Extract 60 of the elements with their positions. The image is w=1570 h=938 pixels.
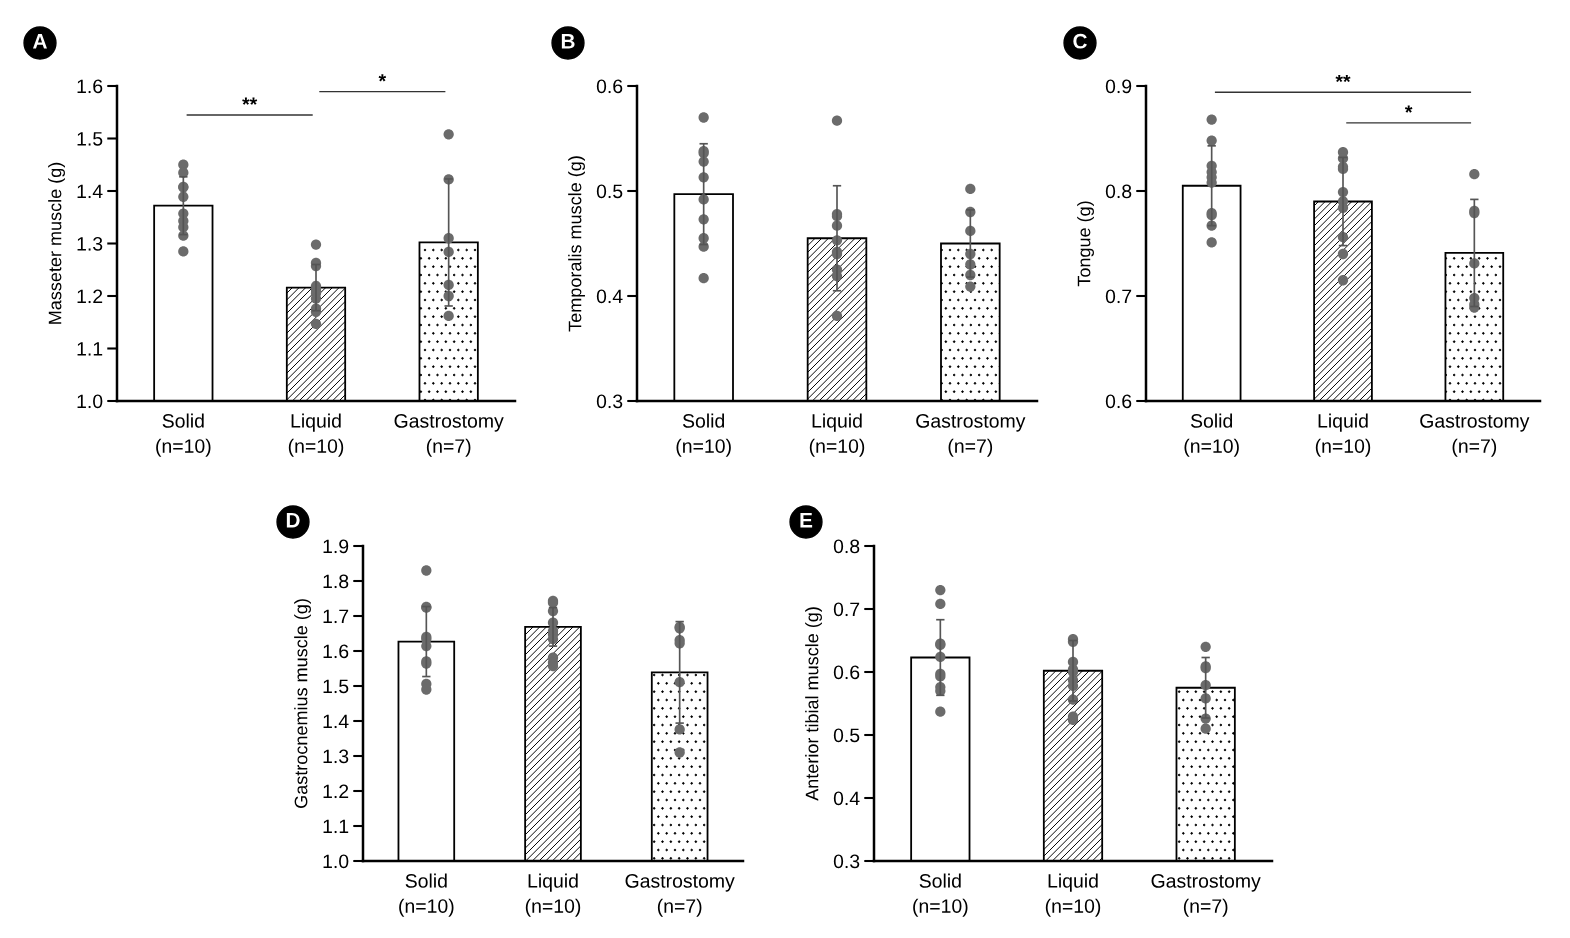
x-tick-label: Gastrostomy (n=7) [1420, 414, 1530, 457]
y-tick-label: 0.7 [833, 602, 860, 617]
chart-title: D [286, 513, 300, 528]
y-tick-label: 0.5 [596, 184, 623, 199]
y-tick-label: 0.3 [596, 394, 623, 409]
x-tick-label: Gastrostomy (n=7) [916, 414, 1026, 457]
x-tick-label: Gastrostomy (n=7) [1151, 874, 1261, 917]
y-tick-label: 1.5 [323, 679, 349, 694]
text: * [378, 74, 387, 82]
y-axis-title: Anterior tibial muscle (g) [805, 607, 822, 801]
y-tick-label: 1.7 [323, 609, 349, 624]
y-tick-label: 0.6 [1105, 394, 1132, 409]
y-tick-label: 1.1 [323, 819, 349, 834]
x-tick-label: Solid (n=10) [156, 413, 211, 457]
y-tick-label: 1.2 [323, 784, 349, 799]
y-tick-label: 1.4 [323, 714, 349, 729]
x-tick-label: Solid (n=10) [1184, 413, 1239, 457]
x-tick-label: Liquid (n=10) [1315, 413, 1371, 457]
y-tick-label: 0.6 [596, 79, 623, 94]
y-axis-title: Temporalis muscle (g) [568, 156, 585, 332]
x-tick-label: Solid (n=10) [913, 873, 968, 917]
y-tick-label: 1.6 [323, 644, 349, 659]
x-tick-label: Liquid (n=10) [809, 413, 865, 457]
y-tick-label: 0.4 [833, 791, 860, 806]
y-tick-label: 0.8 [833, 539, 860, 554]
y-tick-label: 0.8 [1105, 184, 1132, 199]
chart-title: E [800, 513, 813, 528]
y-tick-label: 1.5 [77, 132, 103, 146]
y-axis-title: Masseter muscle (g) [48, 162, 65, 324]
y-tick-label: 1.1 [77, 342, 103, 356]
y-tick-label: 0.4 [596, 289, 623, 304]
y-tick-label: 1.6 [77, 79, 103, 94]
y-tick-label: 0.7 [1105, 289, 1132, 304]
y-tick-label: 1.0 [323, 854, 349, 869]
text: ** [1335, 74, 1351, 83]
y-tick-label: 1.3 [323, 749, 349, 764]
y-tick-label: 0.9 [1105, 79, 1132, 94]
y-tick-label: 1.0 [77, 394, 103, 409]
y-tick-label: 1.2 [77, 289, 103, 304]
x-tick-label: Liquid (n=10) [288, 413, 344, 457]
chart-title: A [32, 34, 47, 49]
y-tick-label: 1.4 [77, 184, 103, 199]
x-tick-label: Gastrostomy (n=7) [625, 874, 735, 917]
x-tick-label: Liquid (n=10) [1045, 873, 1101, 917]
x-tick-label: Solid (n=10) [676, 413, 731, 457]
y-tick-label: 1.3 [77, 236, 103, 251]
annotation: * [1404, 105, 1413, 113]
y-axis-title: Gastrocnemius muscle (g) [294, 599, 311, 808]
x-tick-label: Gastrostomy (n=7) [394, 414, 504, 457]
chart-title: B [561, 34, 575, 49]
y-tick-label: 0.3 [833, 854, 860, 869]
chart-title: C [1073, 33, 1087, 49]
y-tick-label: 0.6 [833, 665, 860, 680]
y-tick-label: 1.9 [323, 539, 349, 554]
annotation: ** [242, 97, 258, 105]
y-axis-title: Tongue (g) [1077, 201, 1094, 287]
y-tick-label: 0.5 [833, 728, 860, 743]
x-tick-label: Liquid (n=10) [525, 873, 581, 917]
y-tick-label: 1.8 [323, 574, 349, 589]
x-tick-label: Solid (n=10) [399, 873, 454, 917]
